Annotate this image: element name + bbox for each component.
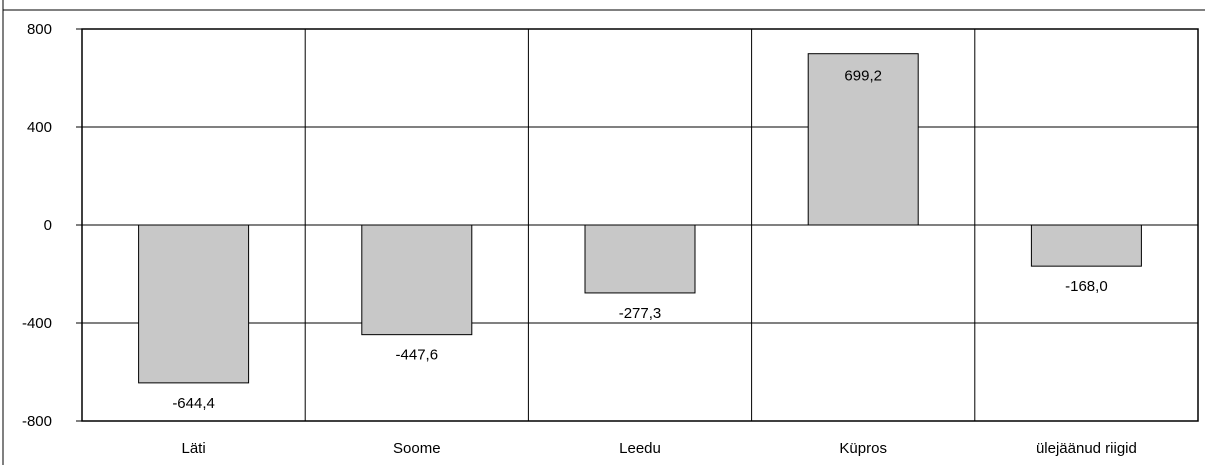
data-label-1: -644,4: [172, 395, 215, 412]
bar-4: [807, 53, 919, 226]
bar-1: [138, 224, 250, 384]
category-label-4: Küpros: [839, 440, 887, 457]
y-tick-label: -400: [22, 315, 52, 332]
category-label-5: ülejäänud riigid: [1036, 440, 1137, 457]
category-label-2: Soome: [393, 440, 441, 457]
y-tick-label: -800: [22, 413, 52, 430]
data-label-3: -277,3: [619, 305, 662, 322]
bar-3: [584, 224, 696, 294]
x-axis-categories: Läti Soome Leedu Küpros ülejäänud riigid: [182, 440, 1137, 457]
category-label-1: Läti: [182, 440, 206, 457]
bars: [138, 53, 1142, 384]
y-tick-label: 0: [44, 217, 52, 234]
gridlines: [82, 29, 1198, 421]
data-labels: -644,4 -447,6 -277,3 699,2 -168,0: [172, 68, 1107, 412]
data-label-5: -168,0: [1065, 278, 1108, 295]
bar-5: [1030, 224, 1142, 267]
data-label-2: -447,6: [396, 347, 439, 364]
y-tick-label: 400: [27, 119, 52, 136]
category-label-3: Leedu: [619, 440, 661, 457]
data-label-4: 699,2: [844, 68, 882, 85]
y-axis-ticks: 800 400 0 -400 -800: [22, 21, 82, 430]
y-tick-label: 800: [27, 21, 52, 38]
bar-2: [361, 224, 473, 336]
